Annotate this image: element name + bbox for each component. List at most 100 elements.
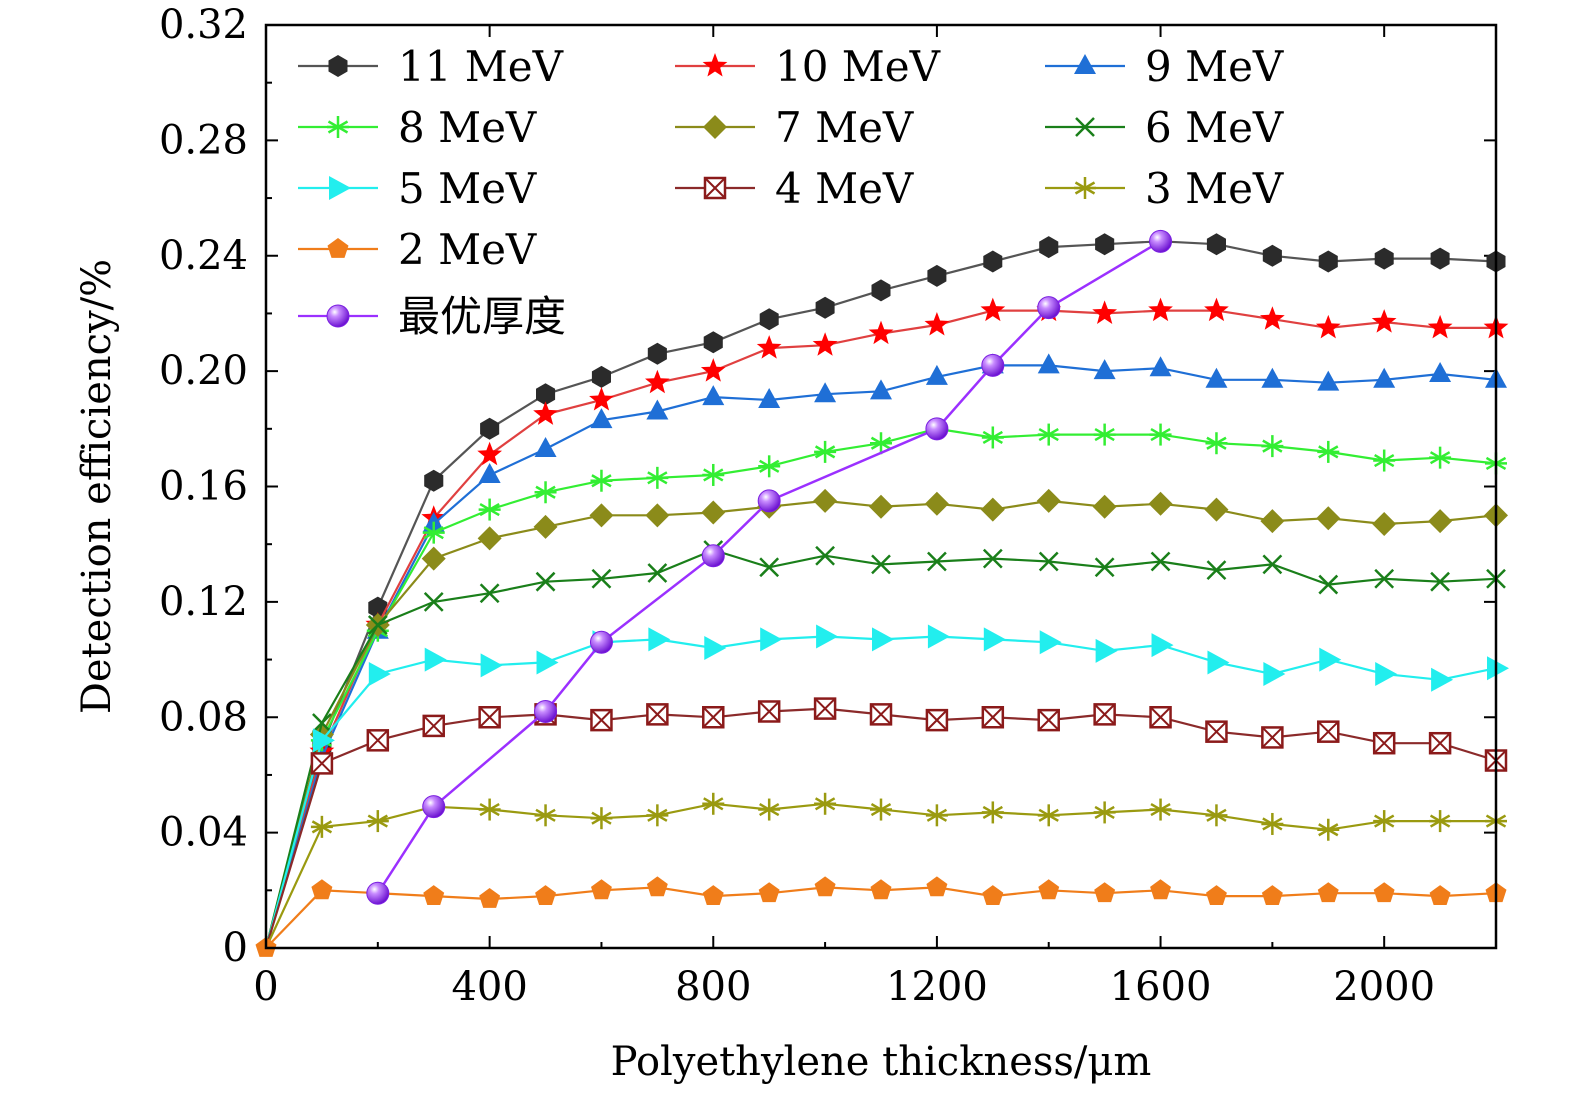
- legend-item: 10 MeV: [675, 42, 941, 91]
- data-point: [477, 441, 502, 466]
- data-point: [870, 798, 892, 821]
- data-point: [1316, 506, 1341, 531]
- legend-label: 8 MeV: [398, 103, 537, 152]
- data-point: [1204, 297, 1229, 322]
- y-tick-label: 0.12: [159, 579, 248, 625]
- data-point: [759, 308, 779, 331]
- y-tick-label: 0.08: [159, 694, 248, 740]
- series-4-mev: [264, 697, 1508, 949]
- legend-item: 3 MeV: [1045, 164, 1284, 213]
- data-point: [872, 627, 894, 652]
- data-point: [645, 369, 670, 394]
- data-point: [1148, 491, 1173, 516]
- data-point: [1039, 630, 1062, 655]
- legend-label: 4 MeV: [775, 164, 914, 213]
- legend: 11 MeV 10 MeV 9 MeV 8 MeV 7 MeV 6 MeV 5 MeV 4 M…: [298, 42, 1284, 341]
- data-point: [533, 401, 558, 425]
- data-point: [759, 557, 780, 578]
- data-point: [1261, 435, 1284, 458]
- data-point: [980, 497, 1005, 522]
- data-point: [1317, 370, 1340, 391]
- data-point: [1206, 885, 1227, 905]
- data-point: [1373, 449, 1396, 472]
- series-11-mev: [264, 230, 1506, 949]
- data-point: [1317, 440, 1340, 463]
- data-point: [645, 503, 670, 528]
- series-line: [264, 240, 1497, 949]
- data-point: [1150, 551, 1171, 572]
- data-point: [534, 437, 557, 458]
- data-point: [813, 488, 838, 513]
- data-point: [869, 703, 893, 726]
- x-tick-label: 1200: [886, 964, 988, 1010]
- data-point: [1373, 367, 1396, 388]
- x-tick-label: 800: [675, 964, 751, 1010]
- data-point: [590, 469, 613, 492]
- data-point: [589, 503, 614, 528]
- data-point: [756, 335, 782, 359]
- data-point: [646, 804, 669, 827]
- data-point: [533, 514, 558, 539]
- series-8-mev: [264, 417, 1507, 949]
- data-point: [1151, 633, 1174, 658]
- data-point: [1262, 244, 1282, 267]
- data-point: [757, 489, 781, 513]
- data-point: [1037, 708, 1060, 732]
- data-point: [814, 382, 837, 403]
- data-point: [926, 876, 948, 897]
- legend-item: 6 MeV: [1045, 103, 1284, 152]
- data-point: [925, 708, 949, 732]
- data-point: [589, 630, 613, 654]
- data-point: [1149, 706, 1172, 729]
- data-point: [927, 264, 947, 287]
- data-point: [868, 320, 894, 345]
- data-point: [1149, 356, 1172, 377]
- legend-marker: [327, 116, 349, 138]
- data-point: [424, 469, 444, 492]
- data-point: [981, 706, 1005, 729]
- legend-item: 最优厚度: [298, 292, 566, 341]
- data-point: [480, 653, 503, 678]
- data-point: [1150, 879, 1171, 900]
- data-point: [1371, 309, 1397, 333]
- x-tick-label: 400: [451, 964, 527, 1010]
- data-point: [534, 699, 558, 723]
- legend-item: 8 MeV: [298, 103, 537, 152]
- data-point: [591, 568, 612, 589]
- data-point: [423, 591, 444, 612]
- data-point: [478, 462, 501, 483]
- data-point: [758, 387, 781, 408]
- legend-marker: [329, 176, 351, 200]
- data-point: [1319, 647, 1342, 672]
- data-point: [534, 804, 557, 827]
- data-point: [1092, 300, 1117, 324]
- data-point: [1261, 885, 1283, 905]
- data-point: [1094, 882, 1116, 903]
- data-point: [1093, 359, 1116, 380]
- data-point: [814, 876, 836, 897]
- legend-label: 3 MeV: [1145, 164, 1284, 213]
- y-tick-label: 0.32: [159, 2, 248, 48]
- legend-marker: [1074, 177, 1096, 199]
- data-point: [310, 815, 333, 838]
- data-point: [1260, 509, 1285, 534]
- data-point: [1038, 879, 1060, 900]
- data-point: [480, 417, 500, 440]
- data-point: [870, 879, 892, 900]
- legend-marker: [327, 238, 349, 258]
- data-point: [758, 455, 781, 478]
- data-point: [1372, 511, 1397, 536]
- data-point: [815, 296, 835, 319]
- data-point: [1037, 804, 1060, 827]
- data-point: [368, 661, 391, 686]
- data-point: [1430, 571, 1450, 592]
- data-point: [702, 385, 725, 406]
- data-point: [816, 624, 839, 649]
- data-point: [1374, 568, 1395, 589]
- legend-item: 7 MeV: [675, 103, 914, 152]
- legend-item: 5 MeV: [298, 164, 537, 213]
- data-point: [1037, 353, 1060, 374]
- data-point: [1039, 236, 1059, 259]
- data-point: [423, 885, 445, 905]
- series-line: [376, 240, 1162, 894]
